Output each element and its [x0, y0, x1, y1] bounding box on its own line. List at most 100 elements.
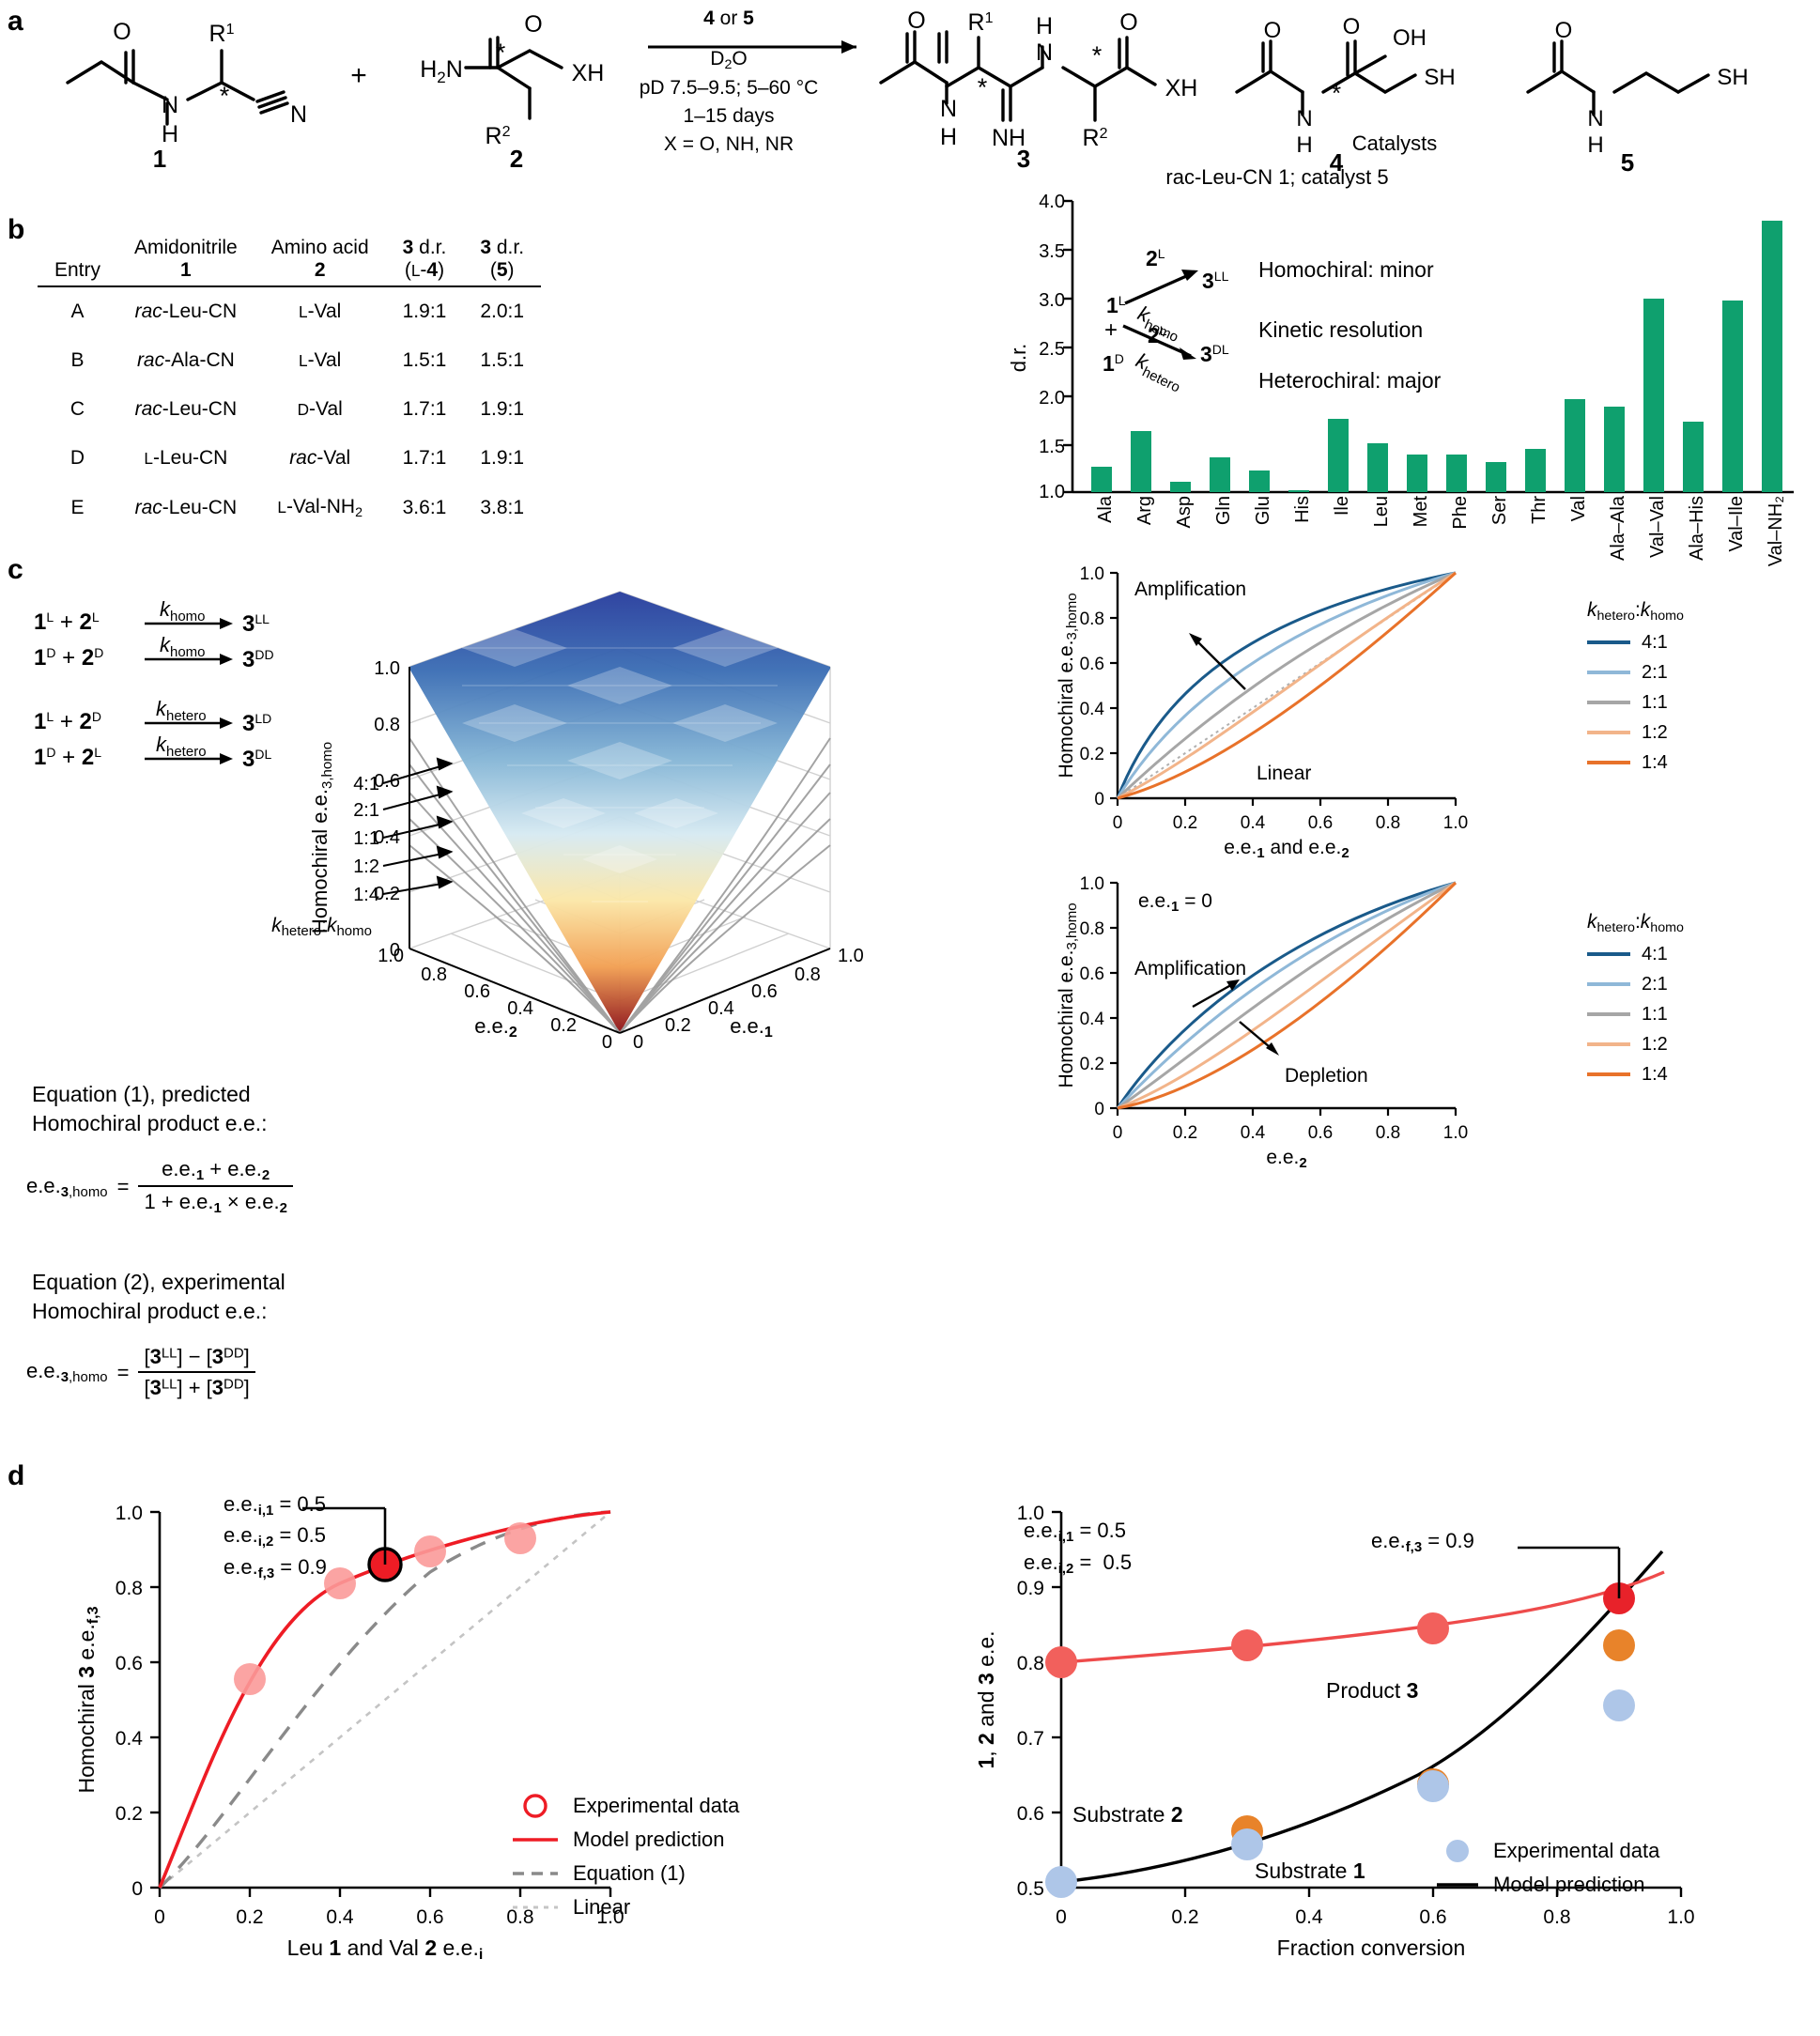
amplification-top-chart: 1.0 0.8 0.6 0.4 0.2 0 0 0.2 0.4 0.6 0.8 …: [1052, 563, 1578, 861]
d-left-legend-item-equation1: Equation (1): [513, 1861, 686, 1885]
d-right-ytick-0.6: 0.6: [1017, 1803, 1044, 1825]
d-right-point-substrate1-0.3: [1231, 1828, 1263, 1860]
amp-top-ytick-0.8: 0.8: [1080, 609, 1104, 629]
equation-2-title: Equation (2), experimental Homochiral pr…: [32, 1268, 389, 1326]
scheme-catalyst-4: O N H * O OH SH 4: [1226, 9, 1470, 177]
bar-Ser: [1486, 462, 1506, 492]
cell-dr-l4: 1.7:1: [402, 447, 447, 469]
table-row: C rac-Leu-CN D-Val 1.7:1 1.9:1: [38, 385, 541, 434]
col-header-amidonitrile: Amidonitrile 1: [134, 237, 238, 281]
ytick-3.5: 3.5: [1039, 241, 1065, 262]
amp-top-xlabel: e.e.1 and e.e.2: [1224, 837, 1349, 861]
surface-ytick-0-b: 0: [633, 1032, 643, 1053]
xtick-Asp: Asp: [1174, 496, 1195, 529]
kin-row2-rate: khetero: [156, 697, 207, 724]
equation-2-lhs: e.e.3,homo: [26, 1359, 108, 1386]
surface-xtick-0.6: 0.6: [464, 981, 490, 1002]
equation-2-fraction: [3LL] − [3DD] [3LL] + [3DD]: [138, 1345, 255, 1400]
bar-Arg: [1131, 431, 1151, 492]
d-right-point-product3-0: [1045, 1646, 1077, 1678]
amp-bot-legend-item-1-2: 1:2: [1587, 1033, 1668, 1055]
d-left-point-0.6: [414, 1535, 446, 1567]
atom-XH-3: XH: [1165, 75, 1198, 101]
panel-d-right-chart: 1.0 0.9 0.8 0.7 0.6 0.5 0 0.2 0.4 0.6 0.…: [949, 1474, 1775, 2000]
panel-letter-b: b: [8, 214, 25, 245]
equation-2-title-line2: Homochiral product e.e.:: [32, 1299, 268, 1324]
amp-bot-legend-item-2-1: 2:1: [1587, 973, 1668, 995]
equation-2-title-line1: Equation (2), experimental: [32, 1270, 285, 1294]
amp-bot-ytick-0: 0: [1094, 1100, 1104, 1119]
amp-bot-xlabel: e.e.2: [1266, 1147, 1306, 1171]
xtick-Glu: Glu: [1253, 496, 1273, 526]
atom-OH-4: OH: [1393, 25, 1427, 51]
d-right-ylabel: 1, 2 and 3 e.e.: [974, 1630, 998, 1768]
d-right-point-product3-0.6: [1417, 1612, 1449, 1644]
amp-top-ytick-1.0: 1.0: [1080, 564, 1104, 584]
bar-Val: [1565, 399, 1585, 492]
amp-bot-xtick-0.2: 0.2: [1173, 1123, 1197, 1143]
d-left-xtick-0.2: 0.2: [236, 1906, 263, 1928]
scheme-catalyst-5: O N H SH 5: [1517, 9, 1751, 177]
amp-top-annot-amplification: Amplification: [1134, 578, 1246, 600]
xtick-Leu: Leu: [1371, 496, 1392, 528]
equation-1-numerator: e.e.1 + e.e.2: [138, 1157, 293, 1188]
amp-bot-legend-item-4-1: 4:1: [1587, 943, 1668, 964]
equation-1-fraction: e.e.1 + e.e.2 1 + e.e.1 × e.e.2: [138, 1157, 293, 1216]
bar-chart-svg: 4.0 3.5 3.0 2.5 2.0 1.5 1.0 d.r.: [1007, 192, 1794, 502]
xtick-Val-Val: Val–Val: [1647, 496, 1668, 558]
annot-heterochiral-major: Heterochiral: major: [1258, 368, 1442, 393]
table-row: D L-Leu-CN rac-Val 1.7:1 1.9:1: [38, 434, 541, 483]
amp-bot-series-4-1: [1116, 881, 1457, 1109]
col-header-dr-5: 3 d.r. (5): [480, 237, 525, 281]
d-right-xtick-0.6: 0.6: [1419, 1906, 1446, 1928]
ytick-2.5: 2.5: [1039, 339, 1065, 360]
atom-N-3a: N: [940, 96, 957, 122]
amp-top-series-1-1: [1116, 571, 1457, 800]
bar-Asp: [1170, 482, 1191, 492]
label-R2-3: R2: [1083, 125, 1108, 151]
d-left-xtick-0: 0: [154, 1906, 165, 1928]
amp-top-xtick-0.4: 0.4: [1241, 813, 1266, 833]
amp-bot-xtick-0.6: 0.6: [1308, 1123, 1333, 1143]
bar-group: [1091, 221, 1782, 492]
atom-NH-imine: NH: [992, 125, 1026, 151]
xtick-Val-Ile: Val–Ile: [1726, 496, 1747, 552]
d-right-xtick-0: 0: [1056, 1906, 1067, 1928]
cell-amidonitrile: rac-Leu-CN: [134, 301, 238, 322]
d-right-point-substrate1-0.6: [1417, 1770, 1449, 1802]
d-left-xlabel: Leu 1 and Val 2 e.e.i: [287, 1936, 484, 1963]
amp-bot-series-1-1: [1117, 881, 1457, 1110]
annot-kinetic-resolution: Kinetic resolution: [1258, 317, 1423, 342]
surface-ztick-0.8: 0.8: [374, 715, 400, 735]
atom-O-2: O: [524, 11, 542, 38]
kin-row1-rate: khomo: [160, 633, 206, 660]
equation-1-body: e.e.3,homo = e.e.1 + e.e.2 1 + e.e.1 × e…: [26, 1157, 293, 1216]
condition-time: 1–15 days: [683, 105, 775, 128]
bar-Ala-His: [1683, 422, 1704, 492]
d-right-label-product3: Product 3: [1326, 1678, 1418, 1703]
d-left-xtick-0.8: 0.8: [506, 1906, 533, 1928]
kin-row1-left: 1D + 2D: [34, 645, 103, 671]
stereocenter-star-3b: *: [1092, 41, 1103, 69]
d-left-legend-item-experimental: Experimental data: [513, 1794, 739, 1818]
surface-ztick-0: 0: [390, 940, 400, 961]
kin-row0-product: 3LL: [242, 611, 270, 637]
xtick-Ala-Ala: Ala–Ala: [1608, 496, 1628, 561]
table-row: E rac-Leu-CN L-Val-NH2 3.6:1 3.8:1: [38, 483, 541, 533]
reaction-conditions: D2O pD 7.5–9.5; 5–60 °C 1–15 days X = O,…: [597, 45, 860, 159]
cell-dr-5: 1.5:1: [480, 349, 525, 371]
surface-ratio-title: khetero:khomo: [271, 915, 372, 939]
condition-pd: pD 7.5–9.5; 5–60 °C: [639, 77, 819, 100]
compound-label-4: 4: [1330, 148, 1344, 177]
surface-xtick-0: 0: [602, 1032, 612, 1053]
surface-ratio-4-1: 4:1: [353, 774, 379, 794]
amp-bot-series-1-4: [1117, 881, 1458, 1110]
cell-dr-l4: 1.5:1: [402, 349, 447, 371]
amp-top-xtick-0.2: 0.2: [1173, 813, 1197, 833]
equation-1-title-line1: Equation (1), predicted: [32, 1082, 251, 1106]
compound-label-1: 1: [153, 145, 166, 173]
surface-ratio-1-1: 1:1: [353, 828, 379, 849]
d-right-ytick-0.5: 0.5: [1017, 1878, 1044, 1900]
equation-1-lhs: e.e.3,homo: [26, 1173, 108, 1200]
d-right-xtick-0.4: 0.4: [1295, 1906, 1323, 1928]
